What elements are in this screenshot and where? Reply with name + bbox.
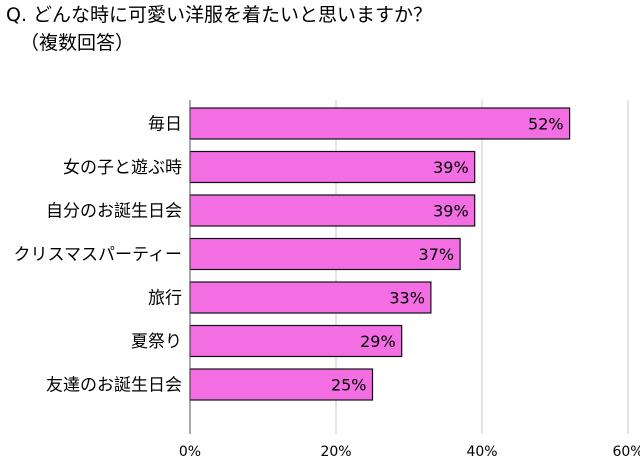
data-label: 33%	[389, 289, 425, 308]
category-label: 自分のお誕生日会	[46, 202, 182, 222]
bar	[189, 194, 476, 227]
tick-label: 0%	[179, 444, 201, 460]
tick-label: 40%	[466, 444, 497, 460]
data-label: 37%	[419, 245, 455, 264]
data-label: 52%	[528, 115, 564, 134]
category-label: クリスマスパーティー	[14, 245, 182, 265]
data-label: 29%	[360, 332, 396, 351]
chart-subtitle: （複数回答）	[20, 32, 135, 54]
bar	[189, 281, 432, 314]
category-label: 女の子と遊ぶ時	[63, 158, 182, 178]
category-label: 旅行	[148, 289, 182, 309]
bar	[189, 237, 461, 271]
bar	[189, 324, 403, 358]
chart-title: Q. どんな時に可愛い洋服を着たいと思いますか？	[6, 4, 433, 26]
data-label: 39%	[433, 202, 469, 221]
data-label: 25%	[331, 376, 367, 395]
category-label: 友達のお誕生日会	[46, 376, 182, 396]
tick-label: 20%	[320, 444, 351, 460]
category-label: 夏祭り	[131, 332, 182, 352]
bar	[189, 150, 476, 184]
bar	[189, 368, 374, 401]
category-label: 毎日	[148, 115, 182, 135]
data-label: 39%	[433, 158, 469, 177]
tick-label: 60%	[612, 444, 640, 460]
bar	[189, 107, 571, 140]
